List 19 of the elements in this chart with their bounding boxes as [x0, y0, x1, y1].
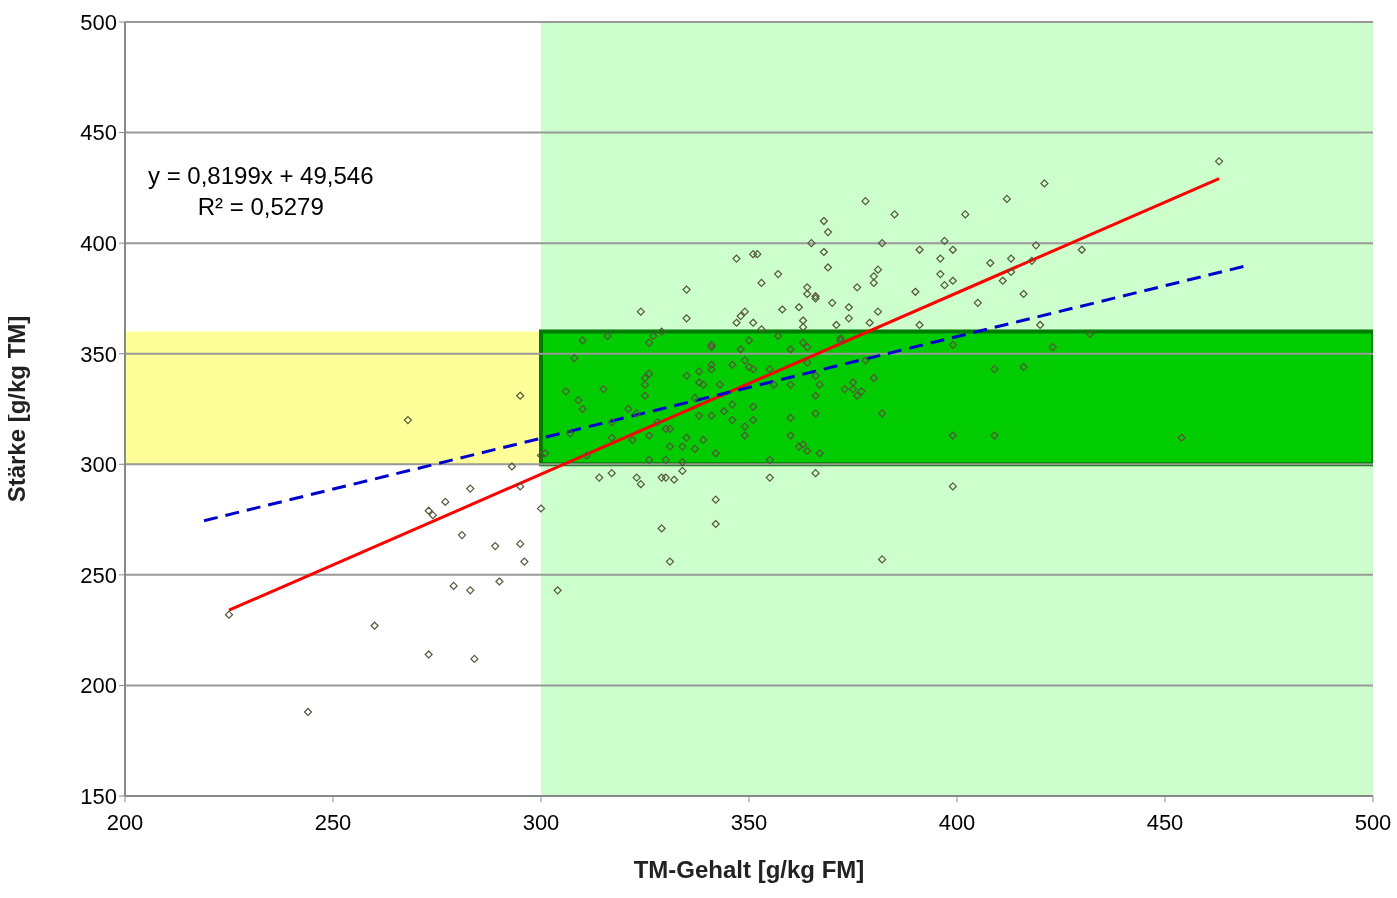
- annotation: y = 0,8199x + 49,546: [148, 161, 374, 191]
- y-tick-label: 150: [80, 783, 117, 809]
- y-tick-label: 500: [80, 9, 117, 35]
- y-tick-label: 450: [80, 120, 117, 146]
- x-axis-title: TM-Gehalt [g/kg FM]: [633, 856, 865, 883]
- x-tick-label: 200: [106, 809, 144, 835]
- x-tick-label: 350: [730, 809, 768, 835]
- y-tick-label: 250: [80, 562, 117, 588]
- x-tick-label: 300: [522, 809, 560, 835]
- y-axis-title: Stärke [g/kg TM]: [2, 315, 30, 503]
- x-tick-label: 450: [1146, 809, 1184, 835]
- y-tick-label: 200: [80, 673, 117, 699]
- y-tick-label: 400: [80, 230, 117, 256]
- annotation: R² = 0,5279: [196, 192, 325, 222]
- x-tick-label: 400: [938, 809, 976, 835]
- y-tick-label: 350: [80, 341, 117, 367]
- x-tick-label: 250: [314, 809, 352, 835]
- x-tick-label: 500: [1354, 809, 1392, 835]
- y-tick-label: 300: [80, 452, 117, 478]
